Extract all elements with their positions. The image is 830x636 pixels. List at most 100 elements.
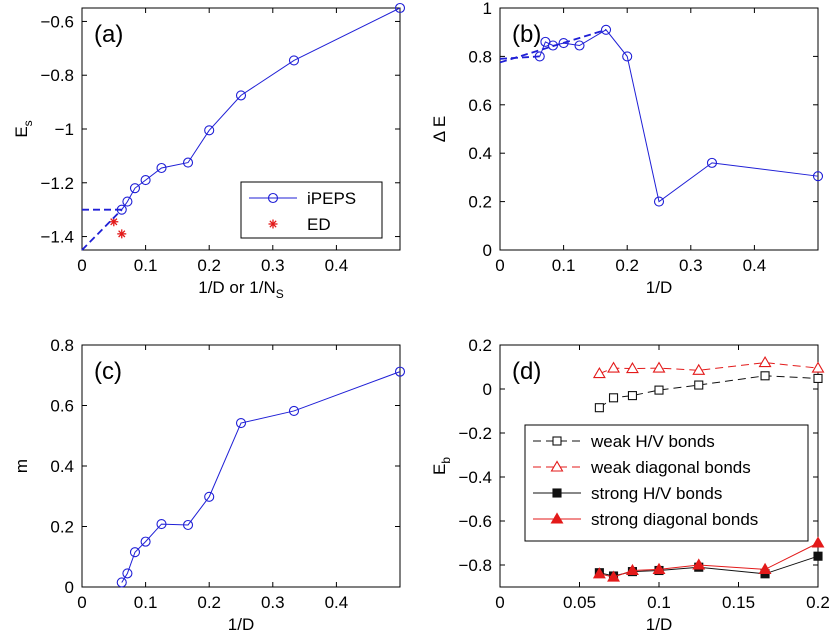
x-tick-label: 0.2 bbox=[806, 593, 830, 612]
x-tick-label: 0 bbox=[77, 256, 86, 275]
x-tick-label: 0 bbox=[495, 593, 504, 612]
data-point bbox=[235, 90, 247, 101]
legend-swatch-marker bbox=[552, 436, 562, 446]
x-tick-label: 0.3 bbox=[261, 593, 285, 612]
series-extrapolation-2 bbox=[499, 28, 607, 64]
x-axis-label-main: 1/D bbox=[646, 615, 672, 634]
y-axis-label-subscript: b bbox=[439, 457, 453, 464]
panel-label: (d) bbox=[512, 358, 541, 385]
x-tick-label: 0.2 bbox=[197, 256, 221, 275]
series-weak-diagonal-bonds bbox=[592, 356, 825, 379]
x-tick-label: 0.3 bbox=[261, 256, 285, 275]
data-point bbox=[182, 157, 194, 168]
y-tick-label: −1.4 bbox=[40, 228, 74, 247]
y-tick-label: 0.4 bbox=[468, 144, 492, 163]
x-tick-label: 0.4 bbox=[325, 593, 349, 612]
series-weak-h-v-bonds bbox=[594, 371, 823, 413]
legend-item: strong diagonal bonds bbox=[533, 510, 758, 529]
legend-label: strong diagonal bonds bbox=[591, 510, 758, 529]
data-point bbox=[156, 162, 167, 174]
x-tick-label: 0.1 bbox=[552, 256, 576, 275]
x-tick-label: 0 bbox=[77, 593, 86, 612]
series-line bbox=[81, 209, 123, 251]
data-point bbox=[706, 157, 718, 168]
data-point bbox=[235, 417, 247, 429]
data-point bbox=[813, 551, 823, 561]
y-axis-label: Δ E bbox=[430, 116, 449, 142]
x-axis-label: 1/D bbox=[646, 278, 672, 297]
y-tick-label: 0 bbox=[65, 578, 74, 597]
x-tick-label: 0 bbox=[495, 256, 504, 275]
data-point bbox=[600, 24, 612, 35]
x-tick-label: 0.2 bbox=[615, 256, 639, 275]
legend: iPEPS ED bbox=[240, 181, 383, 239]
series-m bbox=[116, 366, 406, 588]
data-point bbox=[811, 361, 825, 373]
legend-label: ED bbox=[307, 215, 331, 234]
x-tick-label: 0.15 bbox=[722, 593, 755, 612]
data-point bbox=[394, 366, 406, 377]
x-axis-label: 1/D bbox=[646, 615, 672, 634]
x-tick-label: 0.1 bbox=[134, 593, 158, 612]
data-point bbox=[692, 363, 706, 375]
data-point bbox=[288, 55, 300, 66]
data-point bbox=[652, 562, 666, 574]
panel-label: (a) bbox=[94, 21, 123, 48]
x-tick-label: 0.3 bbox=[679, 256, 703, 275]
x-tick-label: 0.1 bbox=[647, 593, 671, 612]
x-tick-label: 0.4 bbox=[743, 256, 767, 275]
legend-box bbox=[524, 424, 809, 542]
y-axis-label-main: E bbox=[12, 126, 31, 137]
data-point bbox=[574, 40, 585, 51]
panel-label: (b) bbox=[512, 21, 541, 48]
data-point bbox=[129, 183, 141, 194]
legend-item: ED bbox=[268, 215, 331, 234]
legend-item: strong H/V bonds bbox=[533, 484, 722, 503]
data-point bbox=[652, 361, 666, 373]
data-point bbox=[627, 391, 637, 401]
data-point bbox=[812, 171, 824, 182]
y-tick-label: 0.2 bbox=[468, 193, 492, 212]
legend-swatch-marker bbox=[550, 460, 564, 472]
data-point bbox=[117, 229, 127, 239]
y-tick-label: 0 bbox=[483, 380, 492, 399]
data-point bbox=[694, 380, 704, 390]
legend-swatch-marker bbox=[268, 219, 278, 229]
data-point bbox=[811, 536, 825, 548]
data-point bbox=[692, 558, 706, 570]
data-point bbox=[592, 367, 606, 379]
series-extrapolation-1 bbox=[499, 55, 540, 60]
data-point bbox=[653, 196, 665, 207]
x-tick-label: 0.2 bbox=[197, 593, 221, 612]
y-tick-label: −0.6 bbox=[40, 12, 74, 31]
x-axis-label-main: 1/D bbox=[228, 615, 254, 634]
x-axis-label: 1/D bbox=[228, 615, 254, 634]
x-axis-label-main: 1/D bbox=[646, 278, 672, 297]
plot-frame bbox=[81, 344, 401, 588]
data-point bbox=[592, 567, 606, 579]
data-point bbox=[182, 519, 194, 531]
legend-label: weak diagonal bonds bbox=[590, 458, 751, 477]
data-point bbox=[758, 562, 772, 574]
series-gap bbox=[534, 24, 824, 207]
x-axis-label-main: 1/D or 1/N bbox=[198, 278, 275, 297]
y-axis-label-subscript: s bbox=[21, 120, 35, 126]
data-point bbox=[288, 405, 300, 416]
legend-item: weak H/V bonds bbox=[533, 432, 715, 451]
legend: weak H/V bonds weak diagonal bonds strong … bbox=[524, 424, 809, 542]
plot-frame bbox=[499, 7, 819, 251]
legend-item: iPEPS bbox=[249, 189, 356, 208]
y-tick-label: −0.2 bbox=[458, 424, 492, 443]
series-strong-diagonal-bonds bbox=[592, 536, 825, 582]
y-axis-label: Es bbox=[12, 120, 35, 137]
series-line bbox=[121, 371, 401, 583]
series-ed bbox=[109, 217, 127, 239]
y-axis-label: m bbox=[12, 459, 31, 473]
chart-panel-d: 0 0.05 0.1 0.15 0.2 −0.8 −0.6 −0.4 −0.2 0 0.2 1/D Eb… bbox=[430, 336, 830, 634]
chart-panel-a: 0 0.1 0.2 0.3 0.4 −1.4 −1.2 −1 −0.8 −0.6 1/D or 1/… bbox=[12, 2, 406, 301]
y-tick-label: 0 bbox=[483, 241, 492, 260]
data-point bbox=[122, 196, 133, 207]
legend-label: strong H/V bonds bbox=[591, 484, 722, 503]
data-point bbox=[156, 519, 167, 530]
